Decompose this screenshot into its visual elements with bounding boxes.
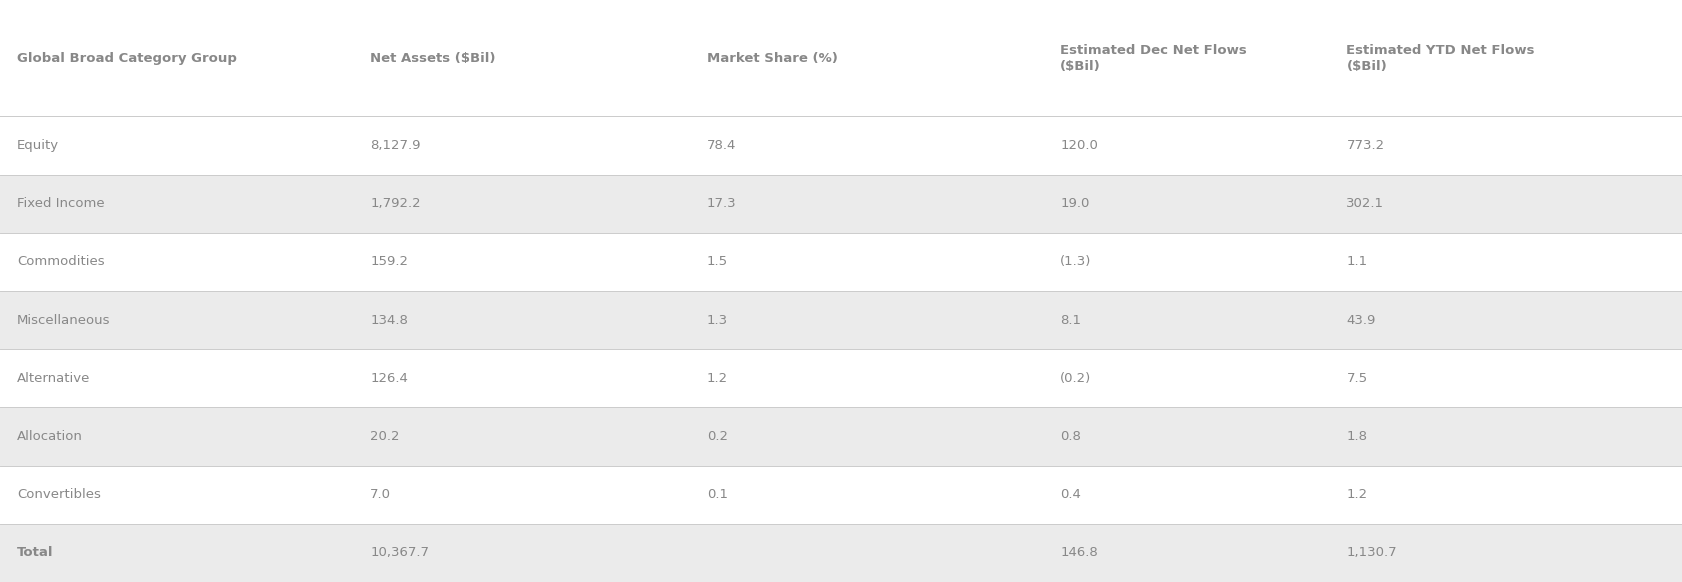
Text: 0.8: 0.8 [1060, 430, 1080, 443]
Bar [0, 349, 1682, 407]
Text: 1,792.2: 1,792.2 [370, 197, 420, 210]
Text: 126.4: 126.4 [370, 372, 409, 385]
Text: 0.4: 0.4 [1060, 488, 1080, 501]
Bar [0, 291, 1682, 349]
Text: 17.3: 17.3 [706, 197, 737, 210]
Text: Fixed Income: Fixed Income [17, 197, 104, 210]
Text: 7.0: 7.0 [370, 488, 390, 501]
Text: 43.9: 43.9 [1346, 314, 1374, 327]
Text: 0.1: 0.1 [706, 488, 727, 501]
Text: 134.8: 134.8 [370, 314, 409, 327]
Text: 8.1: 8.1 [1060, 314, 1080, 327]
Text: 8,127.9: 8,127.9 [370, 139, 420, 152]
Text: Estimated YTD Net Flows
($Bil): Estimated YTD Net Flows ($Bil) [1346, 44, 1534, 73]
Bar [0, 233, 1682, 291]
Text: Alternative: Alternative [17, 372, 91, 385]
Text: Estimated Dec Net Flows
($Bil): Estimated Dec Net Flows ($Bil) [1060, 44, 1246, 73]
Text: Net Assets ($Bil): Net Assets ($Bil) [370, 52, 496, 65]
Text: Miscellaneous: Miscellaneous [17, 314, 111, 327]
Bar [0, 466, 1682, 524]
Text: 20.2: 20.2 [370, 430, 400, 443]
Text: 1.1: 1.1 [1346, 255, 1367, 268]
Bar [0, 524, 1682, 582]
Bar [0, 116, 1682, 175]
Bar [0, 175, 1682, 233]
Text: 120.0: 120.0 [1060, 139, 1098, 152]
Text: 1,130.7: 1,130.7 [1346, 546, 1396, 559]
Text: 1.2: 1.2 [1346, 488, 1367, 501]
Text: 78.4: 78.4 [706, 139, 735, 152]
Text: Total: Total [17, 546, 54, 559]
Text: Convertibles: Convertibles [17, 488, 101, 501]
Bar [0, 407, 1682, 466]
Text: 1.2: 1.2 [706, 372, 728, 385]
Text: 1.5: 1.5 [706, 255, 728, 268]
Text: 7.5: 7.5 [1346, 372, 1367, 385]
Text: 146.8: 146.8 [1060, 546, 1097, 559]
Text: Global Broad Category Group: Global Broad Category Group [17, 52, 237, 65]
Text: Equity: Equity [17, 139, 59, 152]
Text: (0.2): (0.2) [1060, 372, 1092, 385]
Text: 159.2: 159.2 [370, 255, 409, 268]
Text: Allocation: Allocation [17, 430, 82, 443]
Text: 19.0: 19.0 [1060, 197, 1088, 210]
Text: 0.2: 0.2 [706, 430, 727, 443]
Text: 773.2: 773.2 [1346, 139, 1384, 152]
Bar [0, 0, 1682, 116]
Text: 1.3: 1.3 [706, 314, 728, 327]
Text: Commodities: Commodities [17, 255, 104, 268]
Text: Market Share (%): Market Share (%) [706, 52, 838, 65]
Text: (1.3): (1.3) [1060, 255, 1092, 268]
Text: 1.8: 1.8 [1346, 430, 1366, 443]
Text: 302.1: 302.1 [1346, 197, 1384, 210]
Text: 10,367.7: 10,367.7 [370, 546, 429, 559]
